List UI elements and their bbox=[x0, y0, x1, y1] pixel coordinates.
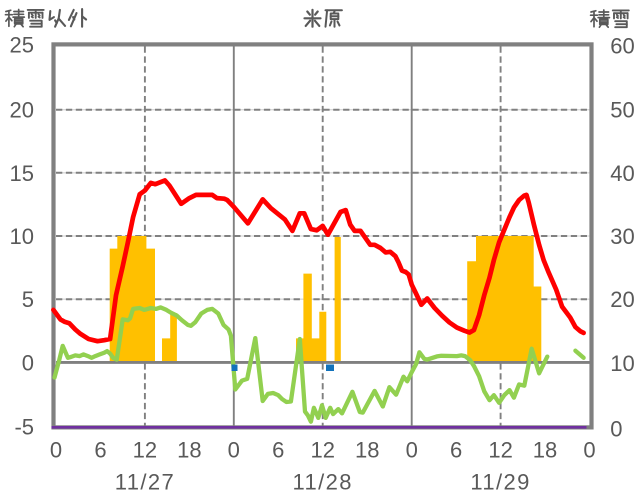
svg-text:40: 40 bbox=[610, 161, 634, 186]
svg-text:0: 0 bbox=[22, 350, 34, 375]
svg-text:20: 20 bbox=[610, 287, 634, 312]
svg-text:20: 20 bbox=[10, 98, 34, 123]
svg-text:11/28: 11/28 bbox=[292, 470, 352, 495]
svg-text:6: 6 bbox=[272, 438, 284, 463]
svg-text:0: 0 bbox=[406, 438, 418, 463]
svg-text:18: 18 bbox=[533, 438, 557, 463]
svg-text:12: 12 bbox=[133, 438, 157, 463]
svg-text:10: 10 bbox=[610, 351, 634, 376]
svg-text:10: 10 bbox=[10, 224, 34, 249]
svg-text:15: 15 bbox=[10, 161, 34, 186]
svg-text:50: 50 bbox=[610, 98, 634, 123]
svg-text:12: 12 bbox=[310, 438, 334, 463]
svg-text:30: 30 bbox=[610, 224, 634, 249]
svg-text:18: 18 bbox=[355, 438, 379, 463]
svg-text:11/27: 11/27 bbox=[115, 470, 175, 495]
svg-text:18: 18 bbox=[177, 438, 201, 463]
svg-text:0: 0 bbox=[228, 438, 240, 463]
svg-text:5: 5 bbox=[22, 287, 34, 312]
svg-text:12: 12 bbox=[488, 438, 512, 463]
svg-text:25: 25 bbox=[10, 33, 34, 58]
svg-text:0: 0 bbox=[610, 417, 622, 442]
svg-text:0: 0 bbox=[583, 438, 595, 463]
svg-text:-5: -5 bbox=[14, 415, 34, 440]
svg-text:6: 6 bbox=[450, 438, 462, 463]
svg-text:11/29: 11/29 bbox=[470, 470, 530, 495]
svg-text:0: 0 bbox=[50, 438, 62, 463]
svg-text:6: 6 bbox=[94, 438, 106, 463]
svg-text:60: 60 bbox=[610, 34, 634, 59]
